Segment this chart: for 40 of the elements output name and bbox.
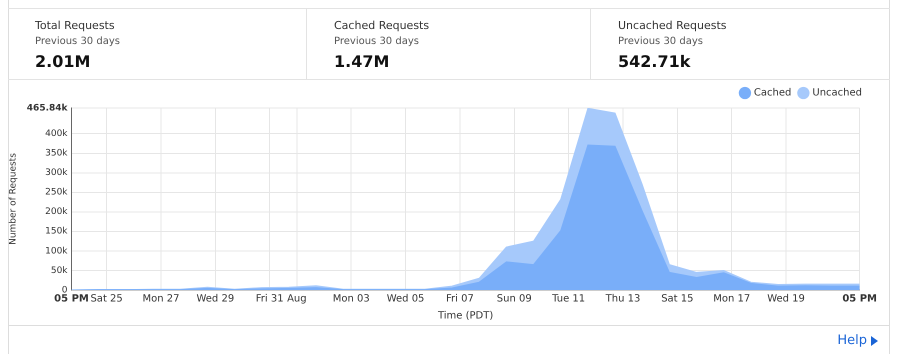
x-tick-label: Mon 03 [332,294,370,305]
x-tick-label: Sun 09 [496,294,532,305]
x-tick-label: Fri 07 [446,294,474,305]
x-tick-label: Sat 15 [661,294,694,305]
y-tick-label: 150k [45,226,68,237]
x-axis-title: Time (PDT) [436,310,494,322]
x-tick-label: Wed 29 [196,294,234,305]
y-tick-label: 300k [45,168,68,178]
x-tick-label: Aug [287,294,307,305]
text: 2.01M [35,52,92,71]
y-tick-label: 200k [45,207,68,218]
y-tick-label: 250k [45,188,68,198]
y-tick-label: 100k [45,246,68,256]
text: Uncached Requests [618,19,728,32]
x-tick-label: Thu 13 [604,294,640,305]
text: Help [837,333,867,348]
x-tick-label: Mon 27 [142,294,180,305]
x-tick-label: Sat 25 [90,294,123,305]
x-tick-label: Tue 11 [551,294,586,305]
legend-label: Cached [754,88,792,99]
text: Cached Requests [334,19,430,32]
text: Total Requests [35,19,116,32]
text: 1.47M [334,52,390,71]
x-tick-label: 05 PM [54,294,89,305]
y-tick-label: 350k [45,148,68,159]
x-tick-label: Wed 05 [386,294,424,305]
x-tick-label: Fri 31 [256,294,284,305]
text: Previous 30 days [35,36,121,47]
x-tick-label: Mon 17 [713,294,750,305]
text: Previous 30 days [618,36,704,47]
y-tick-label: 400k [45,129,68,140]
legend-label: Uncached [812,88,862,99]
y-tick-label: 465.84k [26,103,69,114]
x-tick-label: Wed 19 [767,294,805,305]
text: Previous 30 days [334,36,420,47]
x-tick-label: 05 PM [842,294,878,305]
y-tick-label: 50k [50,266,68,276]
text: 542.71k [618,52,692,71]
y-axis-title: Number of Requests [8,152,19,245]
y-tick-label: 0 [62,285,68,296]
